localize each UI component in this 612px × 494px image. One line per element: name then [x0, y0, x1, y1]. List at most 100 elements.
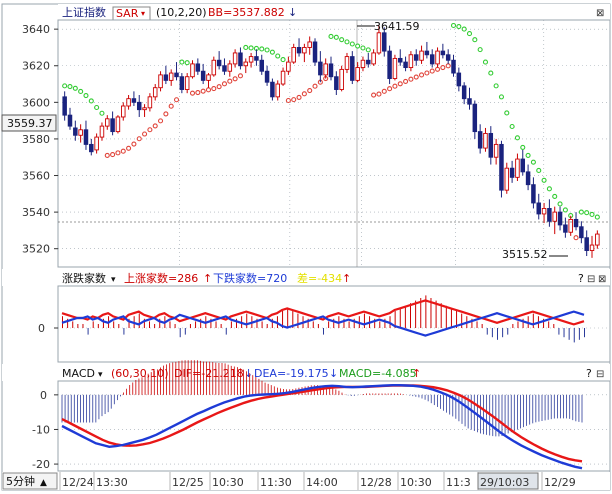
candle-body — [243, 61, 249, 67]
breadth-bar — [543, 318, 545, 328]
candle-body — [152, 87, 158, 98]
candle-body — [461, 85, 467, 100]
price-y-tick: 3540 — [22, 206, 50, 219]
candle-body — [440, 50, 446, 56]
sar-dot — [349, 41, 355, 47]
sar-dot — [498, 94, 505, 100]
breadth-dropdown-icon[interactable]: ▾ — [111, 275, 116, 285]
macd-minimize-icon[interactable]: ⊟ — [596, 369, 604, 380]
candle-body — [334, 76, 339, 90]
close-icon[interactable]: ⊠ — [596, 8, 604, 19]
indicator-dropdown-arrow[interactable]: ▾ — [141, 9, 145, 18]
dea-label: DEA=-19.175 — [254, 367, 329, 380]
candle-body — [147, 96, 153, 109]
breadth-close-icon[interactable]: ⊠ — [598, 274, 606, 285]
sar-dot — [205, 87, 212, 93]
macd-help-icon[interactable]: ? — [586, 367, 592, 380]
sar-dot — [157, 118, 164, 124]
breadth-bar — [149, 321, 150, 328]
breadth-bar — [456, 311, 458, 328]
breadth-bar — [256, 318, 258, 328]
breadth-bar — [159, 318, 161, 328]
period-arrow-icon[interactable]: ▲ — [40, 478, 47, 488]
candle-body — [232, 52, 238, 65]
up-count-label: 上涨家数=286 — [124, 271, 198, 285]
sar-dot — [557, 201, 563, 207]
candle-body — [121, 105, 126, 118]
breadth-bar — [491, 328, 493, 338]
sar-dot — [296, 94, 302, 100]
sar-dot — [88, 98, 94, 104]
candle-body — [493, 143, 499, 158]
sar-dot — [333, 34, 339, 40]
time-label: 14:00 — [306, 476, 338, 489]
breadth-bar — [220, 324, 222, 328]
breadth-bar — [323, 328, 324, 335]
sar-dot — [456, 23, 462, 30]
period-selector[interactable] — [2, 472, 58, 490]
sar-dot — [413, 74, 419, 80]
sar-dot — [136, 136, 142, 142]
breadth-bar — [195, 321, 197, 328]
sar-dot — [221, 81, 228, 87]
time-labels: 12/24 13:30 12/25 10:30 11:30 14:00 12/28 10:30… — [59, 472, 576, 490]
breadth-bar — [425, 295, 427, 328]
candle-body — [382, 32, 387, 52]
macd-title[interactable]: MACD — [62, 367, 95, 380]
breadth-bar — [328, 321, 330, 328]
sar-dot — [179, 59, 185, 65]
macd-dropdown-icon[interactable]: ▾ — [98, 370, 103, 380]
candle-body — [78, 129, 83, 136]
candle-body — [595, 233, 600, 246]
up-count-arrow-icon: ↑ — [203, 272, 212, 285]
candle-body — [413, 54, 419, 61]
candle-body — [211, 59, 217, 76]
sar-dot — [408, 76, 414, 82]
candle-body — [94, 136, 99, 151]
sar-dot — [200, 88, 206, 94]
sar-dot — [552, 193, 558, 199]
candle-body — [371, 52, 376, 65]
breadth-title[interactable]: 涨跌家数 — [62, 271, 106, 285]
breadth-help-icon[interactable]: ? — [578, 272, 584, 285]
breadth-bar — [297, 313, 299, 328]
candle-body — [163, 74, 169, 81]
macd-y-tick: -20 — [32, 458, 50, 471]
sar-dot — [275, 53, 281, 59]
sar-dot — [72, 85, 78, 91]
breadth-histogram — [62, 295, 585, 343]
breadth-bar — [82, 324, 84, 328]
breadth-bar — [471, 318, 473, 328]
macd-params: (60,30,10) — [111, 367, 169, 380]
breadth-bar — [97, 324, 99, 328]
candle-body — [563, 224, 568, 233]
breadth-bar — [435, 300, 437, 328]
sar-dot — [472, 37, 478, 43]
candle-body — [520, 158, 526, 173]
sar-dot — [355, 43, 361, 49]
candle-body — [573, 218, 579, 228]
macd-panel: MACD ▾ (60,30,10) DIF=-21.218 ↓ DEA=-19.… — [2, 360, 611, 472]
candle-body — [419, 50, 424, 61]
sar-dot — [99, 110, 105, 116]
macd-value-label: MACD=-4.085 — [339, 367, 417, 380]
dif-label: DIF=-21.218 — [174, 367, 244, 380]
candle-body — [424, 50, 430, 56]
breadth-bar — [476, 321, 478, 328]
breadth-bar — [143, 318, 145, 328]
candle-body — [216, 59, 222, 67]
breadth-minimize-icon[interactable]: ⊟ — [587, 274, 595, 285]
breadth-header-bar — [2, 269, 610, 286]
sar-dot — [168, 103, 174, 109]
indicator-label[interactable]: SAR — [116, 7, 139, 20]
breadth-bar — [343, 318, 345, 328]
breadth-bar — [497, 328, 498, 340]
period-label[interactable]: 5分钟 — [6, 474, 35, 488]
breadth-bar — [445, 305, 447, 328]
down-count-line — [61, 310, 585, 337]
candle-body — [264, 70, 270, 83]
candle-body — [451, 59, 456, 74]
sar-dot — [573, 235, 579, 241]
breadth-bar — [532, 313, 534, 328]
candle-body — [499, 143, 504, 191]
